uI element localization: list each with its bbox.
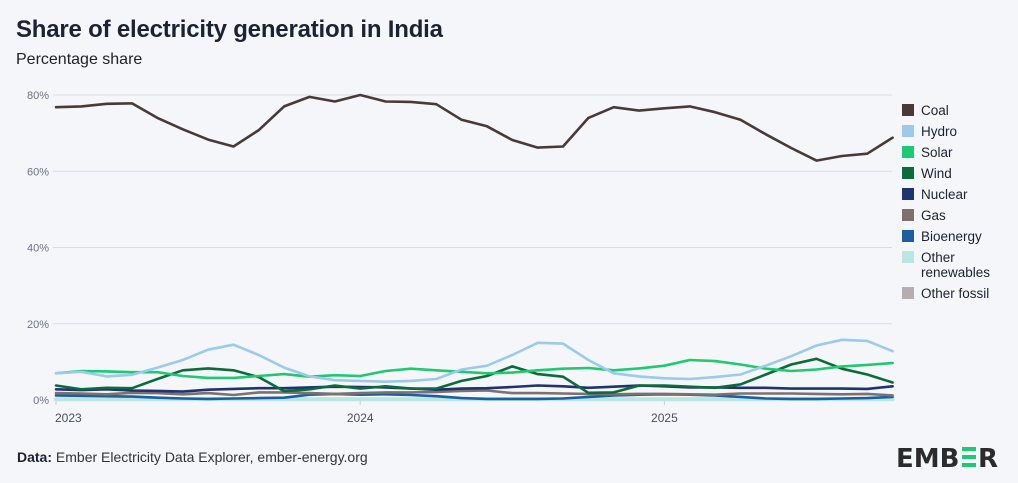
chart-title: Share of electricity generation in India — [16, 16, 443, 43]
legend-swatch — [902, 230, 914, 242]
x-tick-label: 2023 — [55, 411, 82, 425]
legend-swatch — [902, 146, 914, 158]
series-line-bioenergy — [54, 392, 894, 401]
legend-label: Gas — [921, 208, 946, 223]
legend-swatch — [902, 188, 914, 200]
legend-label: Coal — [921, 103, 949, 118]
series-line-gas — [54, 389, 894, 397]
legend-swatch — [902, 209, 914, 221]
legend-item: Solar — [902, 145, 1018, 160]
svg-text:EMB: EMB — [896, 444, 959, 470]
legend-swatch — [902, 125, 914, 137]
legend-item: Nuclear — [902, 187, 1018, 202]
series-line-wind — [54, 357, 894, 395]
data-source-label: Data: — [17, 449, 53, 465]
x-tick-label: 2024 — [347, 411, 374, 425]
y-axis: 0% 20% 40% 60% 80% — [27, 90, 49, 407]
legend-swatch — [902, 287, 914, 299]
legend-item: Hydro — [902, 124, 1018, 139]
ember-logo: EMB R — [896, 444, 1002, 475]
legend-label: Other renewables — [921, 250, 991, 280]
chart-subtitle: Percentage share — [16, 51, 143, 68]
x-tick-label: 2025 — [651, 411, 678, 425]
legend-swatch — [902, 167, 914, 179]
legend-label: Other fossil — [921, 286, 990, 301]
grid — [53, 94, 892, 401]
legend-label: Bioenergy — [921, 229, 982, 244]
legend-item: Other renewables — [902, 250, 1018, 280]
legend: Coal Hydro Solar Wind Nuclear Gas Bioenergy Oth… — [902, 103, 1018, 307]
legend-label: Nuclear — [921, 187, 968, 202]
y-tick-label: 40% — [27, 243, 49, 255]
series-line-nuclear — [54, 384, 894, 393]
series-line-hydro — [54, 338, 894, 383]
legend-label: Solar — [921, 145, 953, 160]
series-line-solar — [54, 358, 894, 380]
legend-swatch — [902, 104, 914, 116]
legend-item: Other fossil — [902, 286, 1018, 301]
legend-item: Coal — [902, 103, 1018, 118]
y-tick-label: 20% — [27, 319, 49, 331]
legend-label: Wind — [921, 166, 952, 181]
legend-item: Bioenergy — [902, 229, 1018, 244]
series-lines — [54, 93, 895, 402]
series-line-coal — [54, 93, 894, 162]
y-tick-label: 80% — [27, 90, 49, 102]
data-source-text: Ember Electricity Data Explorer, ember-e… — [55, 449, 368, 465]
x-axis: 2023 2024 2025 — [55, 400, 678, 425]
legend-item: Gas — [902, 208, 1018, 223]
y-tick-label: 0% — [33, 395, 49, 407]
y-tick-label: 60% — [27, 166, 49, 178]
legend-item: Wind — [902, 166, 1018, 181]
svg-text:R: R — [978, 444, 998, 470]
legend-label: Hydro — [921, 124, 958, 139]
legend-swatch — [902, 251, 914, 263]
data-source: Data: Ember Electricity Data Explorer, e… — [17, 449, 368, 465]
